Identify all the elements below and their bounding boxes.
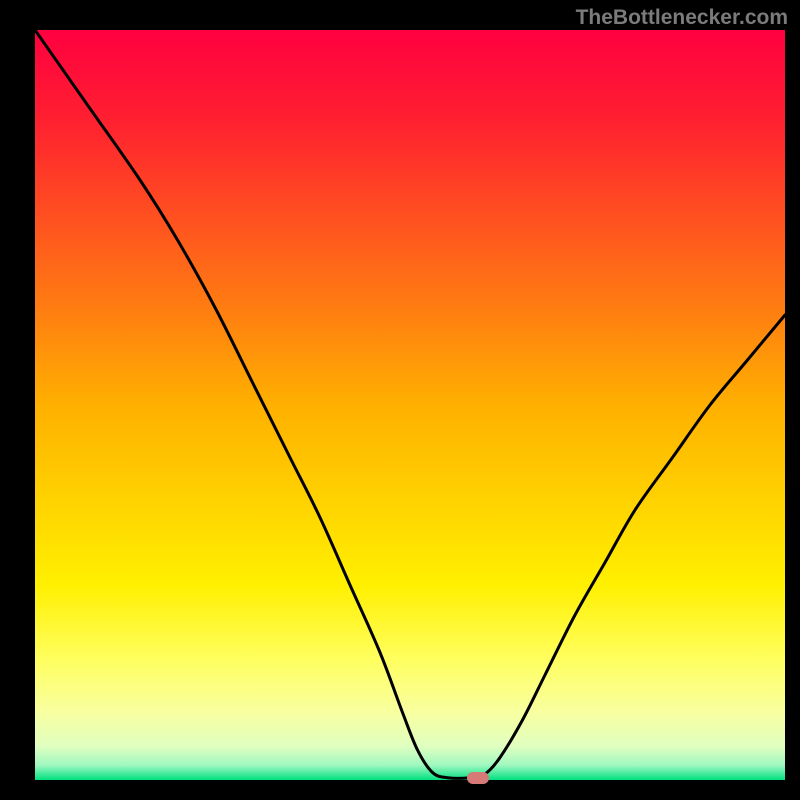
watermark-text: TheBottlenecker.com [576,6,788,30]
optimum-marker [467,772,489,784]
chart-stage: TheBottlenecker.com [0,0,800,800]
bottleneck-curve [0,0,800,800]
